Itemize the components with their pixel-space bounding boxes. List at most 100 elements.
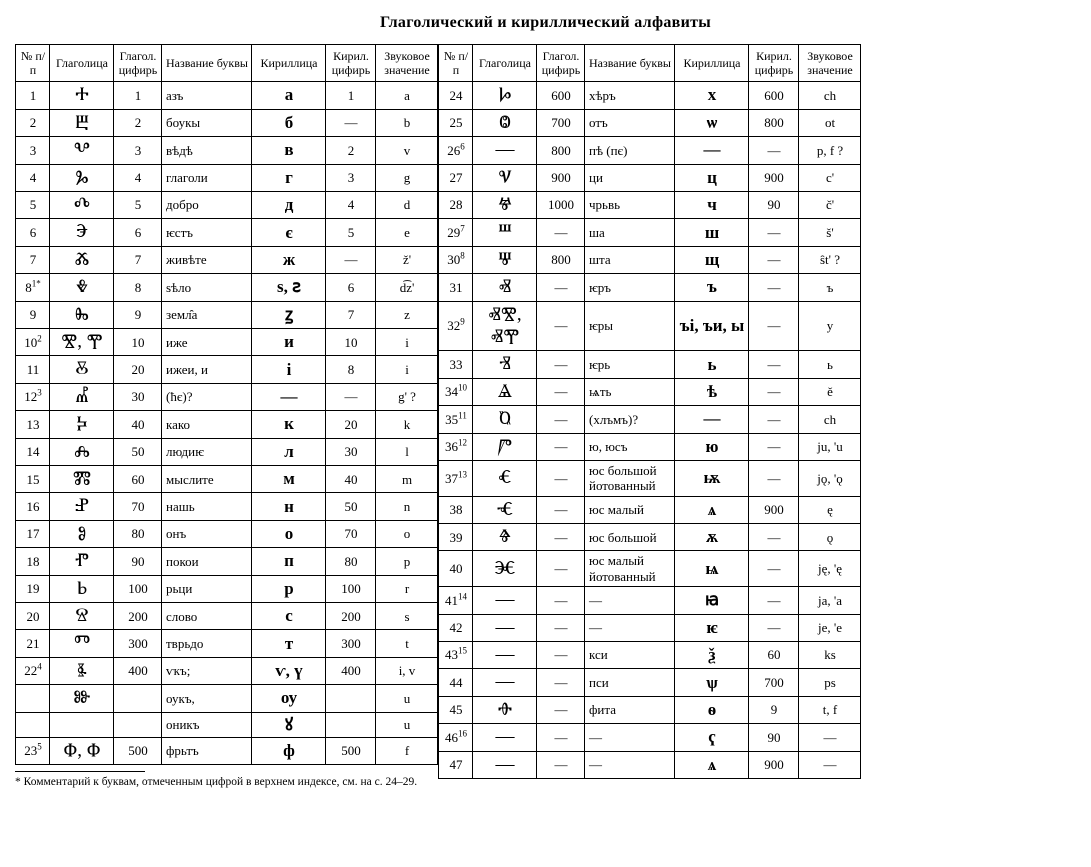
cell-num: 13	[16, 411, 50, 438]
cell-num: 81*	[16, 274, 50, 301]
cell-name: чрьвь	[585, 191, 675, 218]
cell-cnum: —	[749, 219, 799, 246]
cell-cyr: ь	[675, 351, 749, 378]
cell-cyr: ҁ	[675, 724, 749, 751]
cell-cyr: ꙋ	[252, 712, 326, 737]
table-row: 15Ⰿ60мыслитем40m	[16, 466, 438, 493]
cell-gnum: —	[537, 433, 585, 460]
cell-glag: Ⰸ	[50, 301, 114, 328]
cell-name: иже	[162, 328, 252, 355]
cell-sound: n	[376, 493, 438, 520]
cell-glag: Ⱔ	[473, 461, 537, 497]
cell-cnum: 500	[326, 737, 376, 764]
cell-cnum: 60	[749, 641, 799, 668]
table-row: 102Ⰺ, Ⰹ10ижеи10i	[16, 328, 438, 355]
cell-name: ѥрь	[585, 351, 675, 378]
table-row: 31Ⱏ—ѥръъ—ъ	[439, 274, 861, 301]
cell-glag: Ⰱ	[50, 109, 114, 136]
cell-gnum: —	[537, 724, 585, 751]
table-row: 297Ⱎ—шаш—š'	[439, 219, 861, 246]
cell-glag: Ⱈ	[473, 82, 537, 109]
table-row: 16Ⱀ70нашьн50n	[16, 493, 438, 520]
table-row: 7Ⰶ7живѣтеж—ž'	[16, 246, 438, 273]
cell-num: 266	[439, 137, 473, 164]
cell-cnum: —	[749, 137, 799, 164]
cell-gnum: 2	[114, 109, 162, 136]
table-row: 329ⰟⰊ, ⰟⰉ—ѥрыъі, ъи, ы—y	[439, 301, 861, 351]
cell-name: (хлъмъ)?	[585, 406, 675, 433]
tables-container: № п/п Глаголица Глагол. цифирь Название …	[15, 44, 1076, 789]
cell-num: 44	[439, 669, 473, 696]
cell-num: 4315	[439, 641, 473, 668]
cell-cnum: —	[749, 587, 799, 614]
cell-gnum: 100	[114, 575, 162, 602]
cell-num: 16	[16, 493, 50, 520]
cell-glag: Ⱅ	[50, 630, 114, 657]
cell-sound: ь	[799, 351, 861, 378]
cell-gnum: 8	[114, 274, 162, 301]
cell-gnum: 1	[114, 82, 162, 109]
cell-gnum: 40	[114, 411, 162, 438]
cell-glag: Ⰼ	[50, 383, 114, 410]
col-cnum: Кирил. цифирь	[749, 45, 799, 82]
col-glag: Глаголица	[473, 45, 537, 82]
cell-name: отъ	[585, 109, 675, 136]
cell-num: 3	[16, 137, 50, 164]
cell-sound: jǫ, 'ǫ	[799, 461, 861, 497]
cell-glag: ⰟⰊ, ⰟⰉ	[473, 301, 537, 351]
cell-name: живѣте	[162, 246, 252, 273]
cell-name: ци	[585, 164, 675, 191]
cell-sound: p	[376, 548, 438, 575]
table-row: 2Ⰱ2боукыб—b	[16, 109, 438, 136]
cell-num: 19	[16, 575, 50, 602]
cell-num: 14	[16, 438, 50, 465]
cell-num: 9	[16, 301, 50, 328]
col-cnum: Кирил. цифирь	[326, 45, 376, 82]
cell-name: хѣръ	[585, 82, 675, 109]
cell-cyr: ѱ	[675, 669, 749, 696]
cell-name: ижеи, и	[162, 356, 252, 383]
table-row: 42———ѥ—je, 'e	[439, 614, 861, 641]
cell-gnum: 800	[537, 246, 585, 273]
cell-cnum: —	[749, 461, 799, 497]
col-glag: Глаголица	[50, 45, 114, 82]
cell-num: 224	[16, 657, 50, 684]
cell-sound: p, f ?	[799, 137, 861, 164]
cell-num: 39	[439, 524, 473, 551]
cell-gnum: —	[537, 524, 585, 551]
table-row: 20Ⱄ200словос200s	[16, 603, 438, 630]
cell-cnum: 7	[326, 301, 376, 328]
cell-sound: je, 'e	[799, 614, 861, 641]
cell-gnum: 400	[114, 657, 162, 684]
cell-cyr: с	[252, 603, 326, 630]
cell-num: 27	[439, 164, 473, 191]
cell-glag: Ⰰ	[50, 82, 114, 109]
cell-glag: —	[473, 587, 537, 614]
cell-sound: u	[376, 712, 438, 737]
cell-glag: —	[473, 724, 537, 751]
cell-sound: k	[376, 411, 438, 438]
cell-num: 6	[16, 219, 50, 246]
cell-sound: ъ	[799, 274, 861, 301]
cell-num: 3410	[439, 378, 473, 405]
cell-gnum: 90	[114, 548, 162, 575]
cell-glag: —	[473, 614, 537, 641]
cell-gnum: 60	[114, 466, 162, 493]
cell-cyr: ю	[675, 433, 749, 460]
cell-gnum: —	[537, 301, 585, 351]
cell-name: покои	[162, 548, 252, 575]
cell-cyr: к	[252, 411, 326, 438]
cell-cyr: ѳ	[675, 696, 749, 723]
table-row: 123Ⰼ30(ћє)?——g' ?	[16, 383, 438, 410]
cell-cnum: 900	[749, 751, 799, 778]
cell-name: вѣдѣ	[162, 137, 252, 164]
cell-gnum: —	[537, 551, 585, 587]
cell-num: 123	[16, 383, 50, 410]
cell-cyr: є	[252, 219, 326, 246]
cell-glag: Ⱂ	[50, 548, 114, 575]
table-row: 45Ⱚ—фитаѳ9t, f	[439, 696, 861, 723]
cell-gnum: 7	[114, 246, 162, 273]
cell-name: фита	[585, 696, 675, 723]
cell-cnum: 20	[326, 411, 376, 438]
cell-cyr: ъ	[675, 274, 749, 301]
